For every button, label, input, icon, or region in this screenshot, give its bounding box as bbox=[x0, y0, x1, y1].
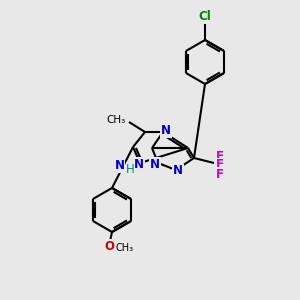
Text: F: F bbox=[216, 149, 224, 163]
Text: N: N bbox=[134, 158, 144, 170]
Text: H: H bbox=[126, 163, 135, 176]
Text: Cl: Cl bbox=[199, 11, 212, 23]
Text: N: N bbox=[115, 159, 124, 172]
Text: F: F bbox=[216, 167, 224, 181]
Text: CH₃: CH₃ bbox=[107, 115, 126, 125]
Text: N: N bbox=[161, 124, 171, 137]
Text: CH₃: CH₃ bbox=[116, 243, 134, 253]
Text: N: N bbox=[150, 158, 160, 170]
Text: N: N bbox=[173, 164, 183, 178]
Text: O: O bbox=[104, 239, 114, 253]
Text: F: F bbox=[216, 158, 224, 172]
